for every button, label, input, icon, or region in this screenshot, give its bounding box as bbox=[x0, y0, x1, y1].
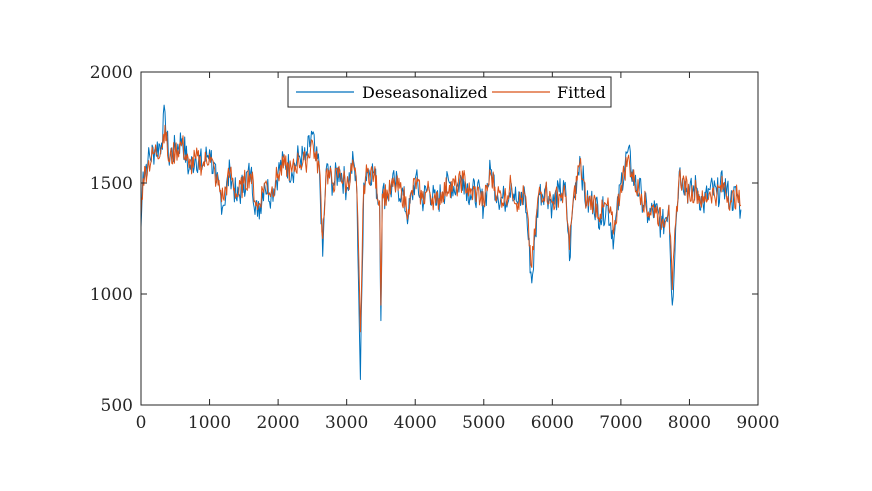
x-tick-label: 8000 bbox=[668, 413, 711, 433]
y-tick-label: 2000 bbox=[90, 63, 133, 83]
x-tick-label: 1000 bbox=[188, 413, 231, 433]
x-tick-label: 3000 bbox=[325, 413, 368, 433]
x-tick-label: 5000 bbox=[462, 413, 505, 433]
x-tick-label: 2000 bbox=[256, 413, 299, 433]
x-tick-label: 6000 bbox=[531, 413, 574, 433]
x-tick-label: 9000 bbox=[736, 413, 779, 433]
legend-label-fitted: Fitted bbox=[557, 83, 606, 102]
y-tick-label: 1500 bbox=[90, 174, 133, 194]
plot-area bbox=[140, 72, 758, 405]
axes-box bbox=[140, 71, 759, 406]
series-line-fitted bbox=[140, 124, 742, 333]
x-tick-label: 4000 bbox=[394, 413, 437, 433]
y-tick-label: 500 bbox=[101, 396, 133, 416]
legend: Deseasonalized Fitted bbox=[287, 76, 612, 108]
y-tick-label: 1000 bbox=[90, 285, 133, 305]
legend-label-deseasonalized: Deseasonalized bbox=[362, 83, 488, 102]
axes: 0 1000 2000 3000 4000 5000 6000 7000 8000 9000 500… bbox=[90, 63, 780, 433]
x-tick-label: 7000 bbox=[599, 413, 642, 433]
x-tick-label: 0 bbox=[136, 413, 147, 433]
plot-background bbox=[141, 72, 758, 405]
